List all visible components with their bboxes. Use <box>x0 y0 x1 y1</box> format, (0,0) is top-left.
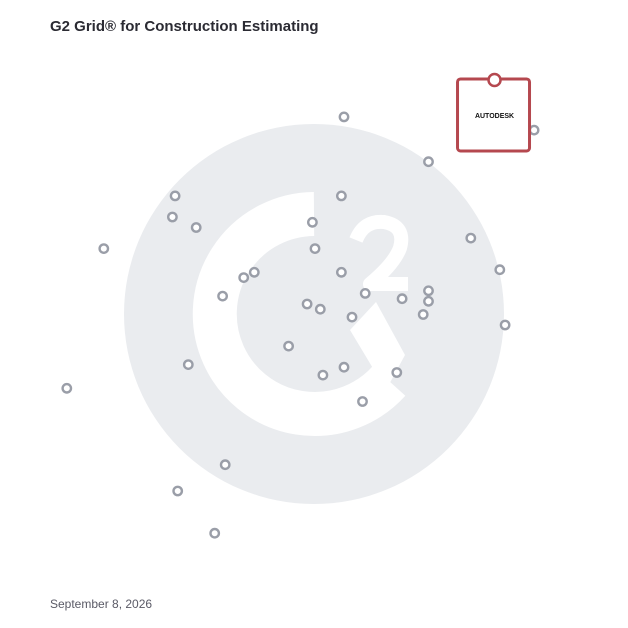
product-point[interactable] <box>190 222 202 233</box>
product-point[interactable] <box>499 319 511 331</box>
product-point[interactable] <box>391 367 403 378</box>
product-point[interactable] <box>306 216 318 228</box>
product-point[interactable] <box>359 287 371 299</box>
product-point[interactable] <box>166 211 178 223</box>
product-point[interactable] <box>338 361 350 373</box>
product-point[interactable] <box>98 243 110 255</box>
product-point[interactable] <box>465 232 477 244</box>
product-point[interactable] <box>335 190 347 202</box>
product-point[interactable] <box>528 124 540 136</box>
product-point[interactable] <box>219 459 231 471</box>
product-point[interactable] <box>209 527 221 539</box>
data-points <box>61 111 540 539</box>
product-point[interactable] <box>217 290 229 302</box>
product-point[interactable] <box>357 396 368 407</box>
grid-date: September 8, 2026 <box>50 597 153 611</box>
product-point[interactable] <box>314 303 326 315</box>
product-point[interactable] <box>346 311 358 323</box>
product-point[interactable] <box>301 298 313 310</box>
product-point[interactable] <box>182 359 194 370</box>
product-point[interactable] <box>335 266 347 278</box>
product-point[interactable] <box>317 369 329 381</box>
product-point[interactable] <box>423 156 434 168</box>
chart-title: G2 Grid® for Construction Estimating <box>50 18 319 35</box>
product-point[interactable] <box>169 190 181 202</box>
product-point[interactable] <box>494 264 506 276</box>
product-point[interactable] <box>61 382 73 394</box>
product-point[interactable] <box>248 266 260 278</box>
product-point[interactable] <box>396 293 408 305</box>
product-point[interactable] <box>423 295 434 307</box>
autodesk-card[interactable]: AUTODESK <box>456 72 532 153</box>
product-point[interactable] <box>238 272 250 283</box>
product-point[interactable] <box>309 243 321 255</box>
product-point[interactable] <box>417 309 429 320</box>
product-point[interactable] <box>423 285 434 297</box>
product-point[interactable] <box>283 340 294 352</box>
product-point[interactable] <box>338 111 350 123</box>
product-point[interactable] <box>172 485 184 497</box>
autodesk-logo: AUTODESK <box>475 113 514 120</box>
